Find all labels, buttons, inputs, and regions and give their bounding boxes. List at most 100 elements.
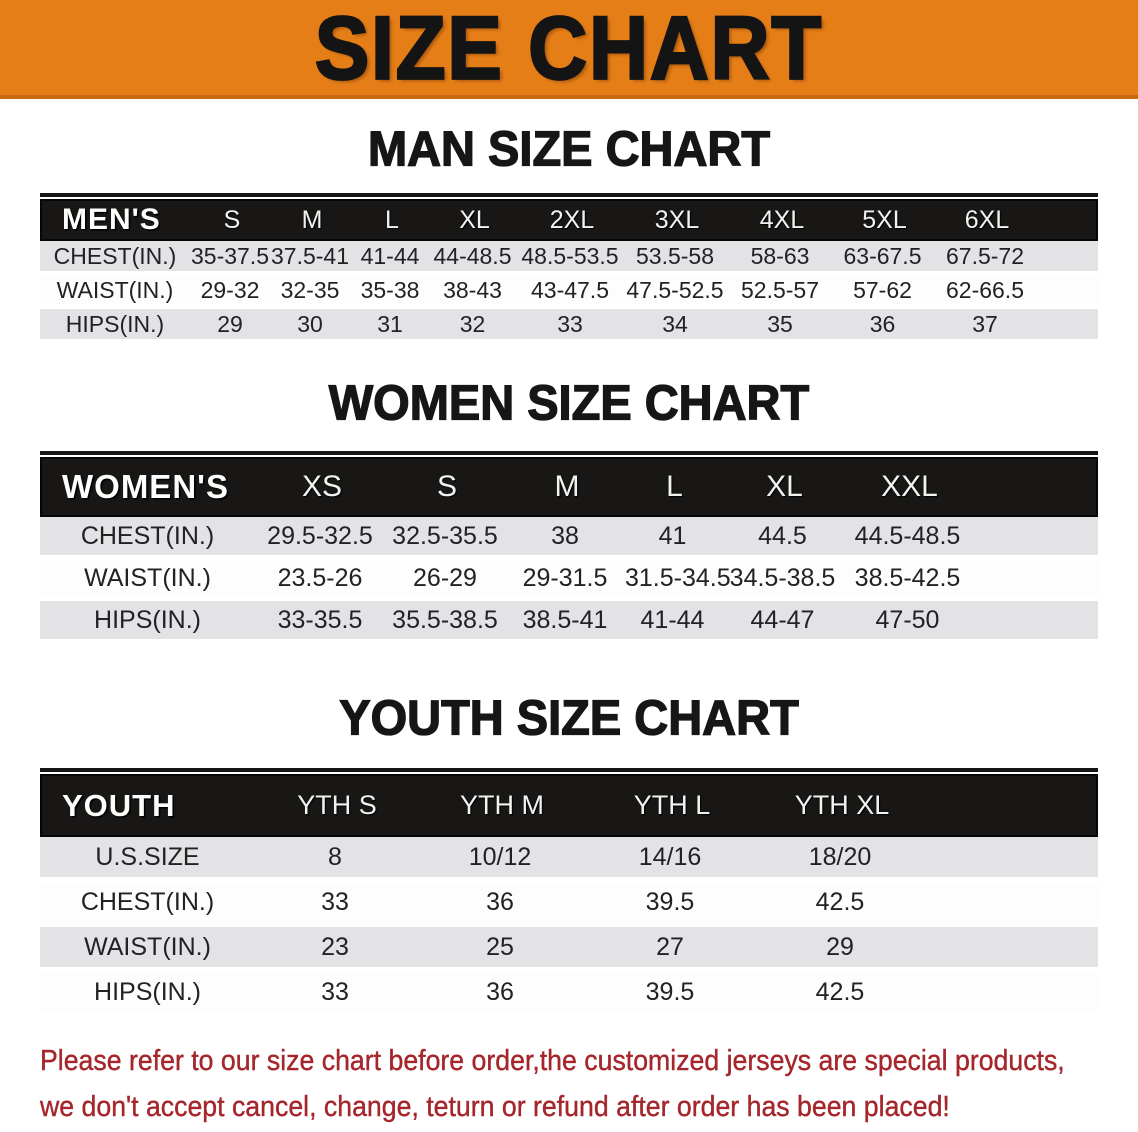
column-header: 2XL <box>549 205 595 234</box>
value-cell: 31 <box>377 310 403 337</box>
row-label: HIPS(IN.) <box>65 310 165 337</box>
value-cell: 47-50 <box>875 605 940 634</box>
column-header: 6XL <box>964 205 1010 234</box>
value-cell: 18/20 <box>808 842 872 871</box>
youth-table-body: YOUTH YTH S YTH M YTH L YTH XL U.S.SIZE 8 10/12… <box>40 774 1098 1012</box>
value-cell: 42.5 <box>815 887 865 916</box>
table-title-label: WOMEN'S <box>62 468 230 505</box>
value-cell: 44.5 <box>758 521 807 550</box>
value-cell: 32-35 <box>280 276 340 303</box>
table-top-rule <box>40 768 1098 772</box>
value-cell: 29-31.5 <box>522 563 608 592</box>
value-cell: 29 <box>217 310 243 337</box>
value-cell: 35-37.5 <box>190 242 269 269</box>
value-cell: 52.5-57 <box>740 276 819 303</box>
men-size-table: MEN'S S M L XL 2XL 3XL 4XL 5XL 6XL CHEST(IN.) 35-37… <box>40 193 1098 339</box>
row-label: HIPS(IN.) <box>94 977 201 1006</box>
table-header-bar: YOUTH YTH S YTH M YTH L YTH XL <box>40 774 1098 837</box>
value-cell: 10/12 <box>468 842 532 871</box>
column-header: L <box>666 470 683 503</box>
value-cell: 47.5-52.5 <box>626 276 724 303</box>
table-row: U.S.SIZE 8 10/12 14/16 18/20 <box>40 837 1098 877</box>
women-table-body: WOMEN'S XS S M L XL XXL CHEST(IN.) 29.5-32.5 32.5… <box>40 457 1098 639</box>
row-label: U.S.SIZE <box>95 842 200 871</box>
table-top-rule <box>40 193 1098 197</box>
value-cell: 29.5-32.5 <box>267 521 373 550</box>
column-header: S <box>436 470 457 503</box>
value-cell: 23.5-26 <box>277 563 363 592</box>
value-cell: 35-38 <box>360 276 420 303</box>
table-title-label: YOUTH <box>62 787 176 823</box>
column-header: XL <box>766 470 803 503</box>
row-label: WAIST(IN.) <box>84 563 211 592</box>
row-label: WAIST(IN.) <box>56 276 174 303</box>
column-header: 4XL <box>759 205 805 234</box>
size-chart-banner: SIZE CHART <box>0 0 1138 99</box>
table-row: CHEST(IN.) 29.5-32.5 32.5-35.5 38 41 44.5 44.5… <box>40 517 1098 555</box>
value-cell: 37.5-41 <box>270 242 349 269</box>
column-header: L <box>385 205 399 234</box>
value-cell: 44-47 <box>750 605 815 634</box>
value-cell: 34.5-38.5 <box>729 563 836 592</box>
value-cell: 44-48.5 <box>433 242 512 269</box>
row-label: WAIST(IN.) <box>84 932 211 961</box>
value-cell: 37 <box>972 310 998 337</box>
value-cell: 39.5 <box>645 977 695 1006</box>
value-cell: 44.5-48.5 <box>854 521 961 550</box>
value-cell: 30 <box>297 310 323 337</box>
row-label: HIPS(IN.) <box>94 605 201 634</box>
women-size-chart-heading: WOMEN SIZE CHART <box>328 374 810 431</box>
disclaimer-line-1: Please refer to our size chart before or… <box>40 1045 1065 1077</box>
value-cell: 63-67.5 <box>843 242 922 269</box>
table-header-bar: WOMEN'S XS S M L XL XXL <box>40 457 1098 517</box>
man-size-chart-heading: MAN SIZE CHART <box>367 120 771 177</box>
column-header: YTH XL <box>794 790 890 820</box>
column-header: M <box>554 470 580 503</box>
table-title-label: MEN'S <box>62 203 161 236</box>
value-cell: 26-29 <box>413 563 477 592</box>
value-cell: 33-35.5 <box>277 605 363 634</box>
column-header: YTH S <box>297 790 377 820</box>
value-cell: 38 <box>551 521 579 550</box>
value-cell: 62-66.5 <box>945 276 1024 303</box>
table-row: HIPS(IN.) 33-35.5 35.5-38.5 38.5-41 41-44 44-… <box>40 601 1098 639</box>
value-cell: 35 <box>767 310 793 337</box>
value-cell: 27 <box>656 932 684 961</box>
table-row: CHEST(IN.) 33 36 39.5 42.5 <box>40 882 1098 922</box>
value-cell: 42.5 <box>815 977 865 1006</box>
value-cell: 48.5-53.5 <box>521 242 619 269</box>
value-cell: 14/16 <box>638 842 702 871</box>
column-header: S <box>223 205 241 234</box>
value-cell: 33 <box>321 977 349 1006</box>
row-label: CHEST(IN.) <box>80 887 215 916</box>
value-cell: 35.5-38.5 <box>392 605 498 634</box>
table-row: CHEST(IN.) 35-37.5 37.5-41 41-44 44-48.5 48.5… <box>40 241 1098 271</box>
row-label: CHEST(IN.) <box>53 242 177 269</box>
table-row: WAIST(IN.) 29-32 32-35 35-38 38-43 43-47.5 47.… <box>40 275 1098 305</box>
value-cell: 41 <box>658 521 687 550</box>
value-cell: 41-44 <box>360 242 420 269</box>
table-row: HIPS(IN.) 29 30 31 32 33 34 35 36 37 <box>40 309 1098 339</box>
value-cell: 43-47.5 <box>530 276 609 303</box>
column-header: 5XL <box>862 205 907 234</box>
men-table-body: MEN'S S M L XL 2XL 3XL 4XL 5XL 6XL CHEST(IN.) 35-37… <box>40 199 1098 339</box>
value-cell: 29-32 <box>200 276 260 303</box>
value-cell: 33 <box>321 887 349 916</box>
value-cell: 57-62 <box>853 276 912 303</box>
value-cell: 23 <box>321 932 349 961</box>
banner-title: SIZE CHART <box>314 0 824 98</box>
value-cell: 36 <box>869 310 896 337</box>
table-row: HIPS(IN.) 33 36 39.5 42.5 <box>40 972 1098 1012</box>
value-cell: 38.5-42.5 <box>854 563 961 592</box>
table-top-rule <box>40 451 1098 455</box>
value-cell: 34 <box>662 310 688 337</box>
women-size-table: WOMEN'S XS S M L XL XXL CHEST(IN.) 29.5-32.5 32.5… <box>40 451 1098 639</box>
column-header: XS <box>301 470 343 503</box>
value-cell: 38-43 <box>443 276 502 303</box>
value-cell: 32.5-35.5 <box>392 521 498 550</box>
table-row: WAIST(IN.) 23.5-26 26-29 29-31.5 31.5-34.5 34… <box>40 559 1098 597</box>
disclaimer-text: Please refer to our size chart before or… <box>40 1038 1138 1130</box>
column-header: XXL <box>881 470 938 503</box>
row-label: CHEST(IN.) <box>80 521 215 550</box>
value-cell: 31.5-34.5 <box>625 563 731 592</box>
